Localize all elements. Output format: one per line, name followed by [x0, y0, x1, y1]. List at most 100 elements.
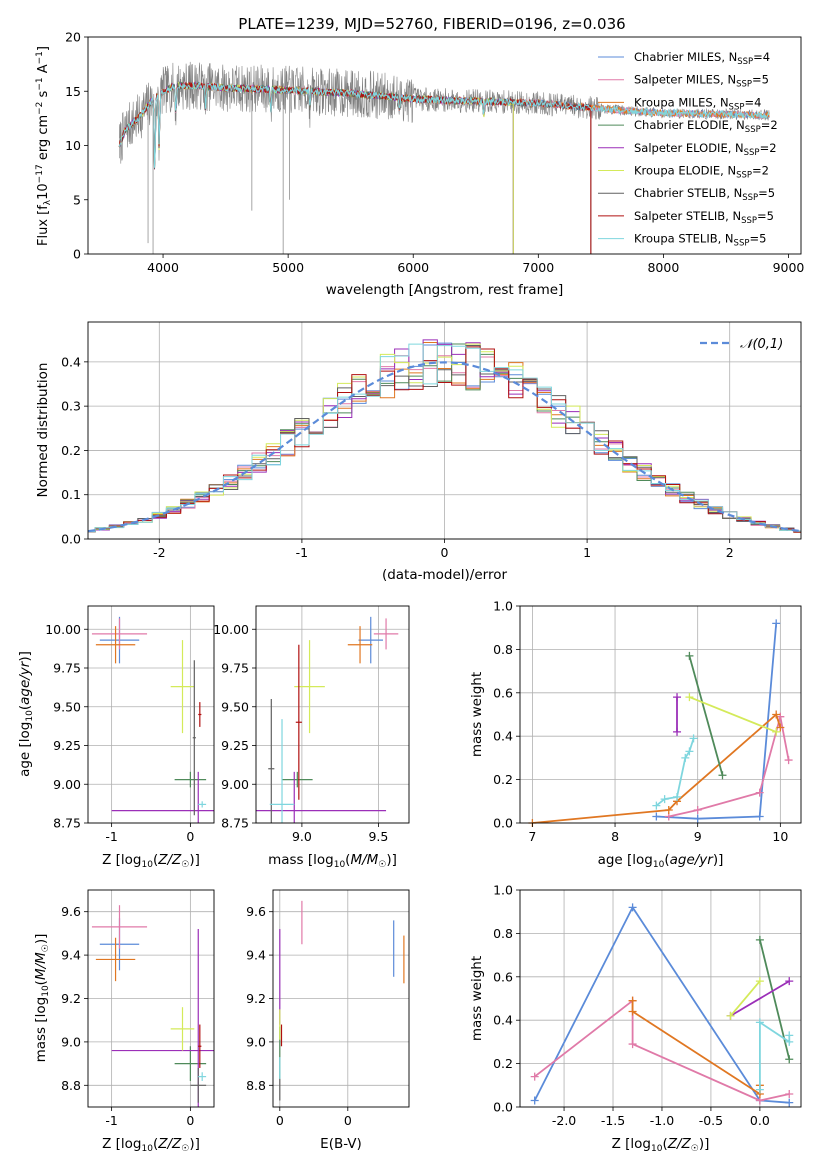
weight-marker: [652, 812, 661, 821]
x-tick-label: 10: [772, 829, 788, 844]
y-tick-label: 9.25: [53, 738, 81, 753]
weight-marker: [530, 1096, 539, 1105]
weight-marker: [660, 795, 669, 804]
weight-line: [533, 905, 790, 1104]
x-tick-label: -2: [153, 545, 165, 560]
histogram-line: [88, 346, 801, 533]
weight-marker: [755, 1085, 764, 1094]
y-tick-label: 0.6: [493, 685, 513, 700]
x-tick-label: 0: [344, 1113, 352, 1128]
legend-label: Chabrier MILES, NSSP=4: [634, 50, 770, 67]
weight-marker: [652, 801, 661, 810]
y-axis-label: Flux [fλ10−17 erg cm−2 s−1 A−1]: [35, 46, 53, 246]
legend-label: Salpeter ELODIE, NSSP=2: [634, 141, 777, 158]
x-axis-label: mass [log10(M/M☉)]: [268, 852, 397, 870]
weight-line: [689, 696, 777, 733]
weight-line: [759, 939, 791, 1060]
y-tick-label: 9.6: [246, 904, 266, 919]
weight-line: [759, 1020, 791, 1090]
y-tick-label: 9.25: [221, 738, 249, 753]
weight-line: [655, 738, 695, 807]
weight-marker: [664, 805, 673, 814]
weight-marker: [785, 1055, 794, 1064]
model-line: [118, 82, 770, 168]
y-tick-label: 9.00: [53, 777, 81, 792]
weight-marker: [755, 812, 764, 821]
y-tick-label: 0.4: [493, 1013, 513, 1028]
weight-line: [668, 716, 790, 818]
figure-title: PLATE=1239, MJD=52760, FIBERID=0196, z=0…: [238, 15, 625, 33]
y-tick-label: 9.4: [61, 948, 81, 963]
x-axis-label: E(B-V): [320, 1136, 362, 1152]
legend-label: Kroupa STELIB, NSSP=5: [634, 232, 766, 249]
y-tick-label: 8.75: [221, 816, 249, 831]
y-axis-label: age [log10(age/yr)]: [17, 651, 35, 777]
weight-marker: [530, 1072, 539, 1081]
legend-label: Kroupa ELODIE, NSSP=2: [634, 164, 769, 181]
y-tick-label: 0.4: [493, 729, 513, 744]
x-tick-label: -1: [296, 545, 308, 560]
y-tick-label: 9.75: [53, 661, 81, 676]
x-tick-label: 1: [583, 545, 591, 560]
x-tick-label: 7000: [522, 260, 554, 275]
weight-marker: [673, 693, 682, 702]
weight-marker: [673, 792, 682, 801]
axes-frame: [255, 605, 410, 824]
weight-line: [631, 1000, 761, 1096]
weight-marker: [673, 727, 682, 736]
weight-marker: [718, 771, 727, 780]
legend-label: Salpeter MILES, NSSP=5: [634, 73, 769, 90]
y-tick-label: 8.75: [53, 816, 81, 831]
x-tick-label: 4000: [147, 260, 179, 275]
axes-frame: [519, 605, 802, 824]
y-tick-label: 5: [73, 192, 81, 207]
x-tick-label: 0: [186, 829, 194, 844]
x-tick-label: -1.5: [601, 1113, 625, 1128]
weight-marker: [628, 1007, 637, 1016]
x-tick-label: 0: [276, 1113, 284, 1128]
y-tick-label: 0.4: [61, 354, 81, 369]
legend-label: Kroupa MILES, NSSP=4: [634, 95, 761, 112]
y-tick-label: 10.00: [45, 622, 81, 637]
weight-line: [656, 623, 778, 820]
y-tick-label: 0.0: [493, 816, 513, 831]
x-axis-label: Z [log10(Z/Z☉)]: [102, 852, 200, 870]
y-tick-label: 15: [65, 84, 81, 99]
weight-marker: [772, 727, 781, 736]
y-tick-label: 0.2: [493, 1056, 513, 1071]
x-tick-label: 9000: [773, 260, 805, 275]
weight-marker: [772, 710, 781, 719]
y-tick-label: 9.2: [61, 991, 81, 1006]
chart-spectrum: 4000 5000 6000 7000 8000 9000 0 5 10 15 20 Chabrier…: [35, 30, 804, 299]
histogram-line: [88, 342, 801, 533]
chart-age_vs_mass: 9.0 9.5 8.75 9.00 9.25 9.50 9.75 10.00 mass [log…: [213, 605, 410, 870]
chart-mass_vs_ebv: 0 0 8.8 9.0 9.2 9.4 9.6 E(B-V): [246, 889, 410, 1152]
axes-frame: [87, 605, 215, 824]
weight-marker: [785, 1089, 794, 1098]
y-tick-label: 9.0: [246, 1034, 266, 1049]
x-tick-label: 0.0: [750, 1113, 770, 1128]
chart-mass_vs_Z: -1 0 8.8 9.0 9.2 9.4 9.6 Z [log10(Z/Z☉)] mass [l…: [33, 889, 215, 1154]
y-tick-label: 0: [73, 247, 81, 262]
weight-marker: [628, 903, 637, 912]
y-axis-label: Normed distribution: [35, 363, 51, 498]
legend-label: Salpeter STELIB, NSSP=5: [634, 209, 774, 226]
x-axis-label: Z [log10(Z/Z☉)]: [612, 1136, 710, 1154]
weight-marker: [755, 788, 764, 797]
y-tick-label: 0.1: [61, 487, 81, 502]
weight-marker: [784, 756, 793, 765]
x-tick-label: 7: [528, 829, 536, 844]
weight-marker: [685, 651, 694, 660]
y-tick-label: 9.75: [221, 661, 249, 676]
y-tick-label: 0.8: [493, 926, 513, 941]
y-tick-label: 0.2: [61, 443, 81, 458]
y-tick-label: 0.8: [493, 642, 513, 657]
y-tick-label: 9.6: [61, 904, 81, 919]
x-tick-label: 0: [186, 1113, 194, 1128]
y-tick-label: 9.2: [246, 991, 266, 1006]
legend-label: Chabrier STELIB, NSSP=5: [634, 186, 775, 203]
x-tick-label: 8000: [647, 260, 679, 275]
x-axis-label: wavelength [Angstrom, rest frame]: [326, 282, 564, 298]
y-tick-label: 0.3: [61, 399, 81, 414]
